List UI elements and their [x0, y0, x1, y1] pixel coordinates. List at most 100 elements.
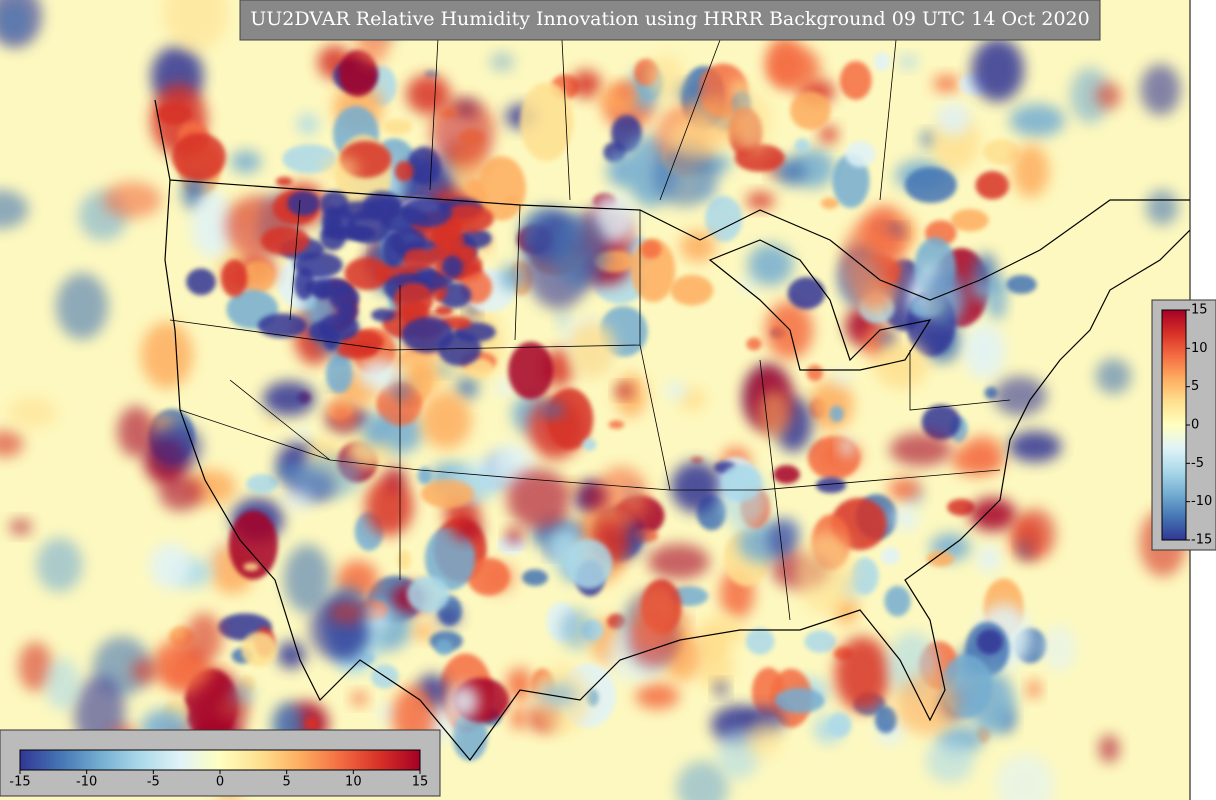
field-blob	[456, 518, 484, 542]
field-blob	[149, 423, 203, 471]
field-blob	[739, 277, 756, 293]
field-blob	[185, 612, 223, 663]
tick-label: -10	[1191, 494, 1212, 509]
field-blob	[829, 370, 852, 387]
field-blob	[494, 379, 516, 395]
field-blob	[582, 438, 597, 451]
field-blob	[262, 381, 316, 416]
field-blob	[44, 657, 81, 711]
tick-label: -10	[76, 775, 97, 790]
field-blob	[647, 543, 710, 580]
field-blob	[337, 303, 358, 320]
field-blob	[412, 622, 435, 640]
field-blob	[103, 181, 162, 219]
coastline	[154, 99, 1190, 761]
field-blob	[328, 600, 365, 625]
field-blob	[697, 615, 745, 649]
field-blob	[670, 274, 714, 306]
field-blob	[971, 37, 1025, 102]
field-blob	[296, 113, 319, 135]
field-blob	[508, 341, 554, 400]
title-box	[239, 0, 1101, 41]
field-blob	[1095, 358, 1132, 394]
field-blob	[521, 569, 549, 586]
field-blob	[904, 167, 957, 203]
field-blob	[808, 379, 854, 431]
field-blob	[263, 416, 279, 427]
field-blob	[18, 641, 53, 692]
field-blob	[320, 190, 349, 218]
field-blob	[635, 683, 680, 710]
field-blob	[435, 639, 453, 656]
field-blob	[1008, 430, 1062, 463]
field-blob	[795, 532, 856, 615]
field-blob	[594, 466, 649, 528]
field-blob	[1006, 274, 1037, 294]
field-blob	[1098, 734, 1120, 763]
field-blob	[231, 684, 255, 704]
field-blob	[746, 337, 762, 351]
field-blob	[839, 60, 872, 100]
field-blob	[510, 707, 527, 730]
field-blob	[804, 630, 837, 653]
field-blob	[322, 329, 341, 351]
field-blob	[406, 575, 450, 613]
field-blob	[382, 232, 406, 267]
field-blob	[982, 139, 1020, 165]
field-blob	[559, 608, 594, 650]
state-lines	[169, 199, 1011, 621]
field-blob	[1095, 82, 1122, 109]
field-blob	[455, 378, 479, 399]
tick-label: -5	[1191, 456, 1204, 471]
field-blob	[325, 354, 353, 394]
field-blob	[321, 156, 359, 183]
field-blob	[320, 224, 346, 251]
field-blob	[666, 117, 727, 159]
field-blob	[357, 359, 404, 391]
field-blob	[407, 146, 442, 185]
field-blob	[765, 301, 814, 360]
field-blob	[519, 82, 574, 162]
field-blob	[775, 158, 807, 186]
field-blob	[608, 420, 625, 429]
field-blob	[647, 54, 685, 101]
field-blob	[933, 75, 960, 93]
field-blob	[401, 197, 453, 228]
field-blob	[336, 340, 378, 359]
field-blob	[570, 70, 602, 99]
field-blob	[158, 474, 203, 512]
field-blob	[839, 435, 855, 458]
field-blob	[556, 312, 570, 329]
field-blob	[162, 0, 228, 52]
field-blob	[345, 225, 377, 241]
field-blob	[834, 636, 891, 712]
field-blob	[417, 466, 432, 485]
field-blob	[1069, 67, 1111, 124]
field-blob	[1014, 508, 1056, 560]
field-blob	[829, 405, 844, 423]
field-blob	[441, 204, 494, 234]
field-blob	[400, 248, 437, 270]
field-blob	[277, 641, 306, 669]
field-blob	[287, 191, 320, 216]
field-blob	[156, 102, 192, 125]
field-blob	[889, 432, 952, 467]
field-blob	[977, 544, 1002, 573]
field-blob	[1027, 680, 1041, 699]
field-blob	[538, 683, 577, 707]
field-blob	[220, 259, 248, 297]
field-blob	[304, 717, 319, 730]
field-blob	[832, 153, 870, 209]
field-blob	[921, 404, 961, 440]
field-blob	[293, 455, 363, 499]
field-blob	[714, 681, 728, 696]
field-blob	[131, 658, 159, 685]
colorbar-gradient	[1161, 309, 1187, 541]
map-title: UU2DVAR Relative Humidity Innovation usi…	[250, 8, 1089, 30]
field-blob	[36, 537, 83, 593]
field-blob	[506, 667, 534, 702]
field-blob	[434, 364, 454, 376]
field-blob	[186, 268, 216, 296]
field-blob	[818, 440, 861, 471]
